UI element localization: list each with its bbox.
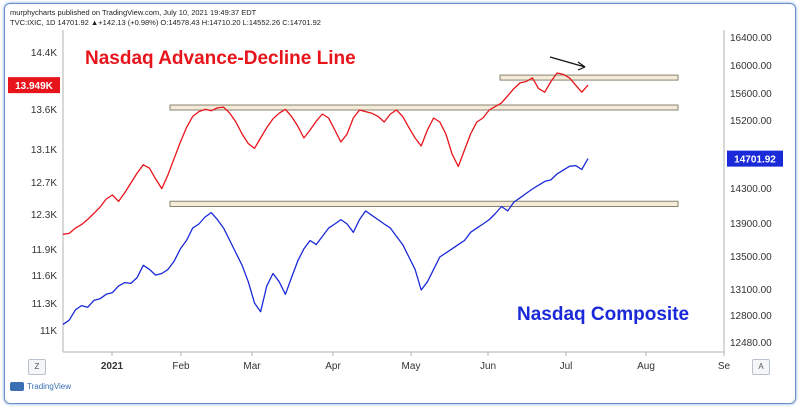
chart-axes xyxy=(62,30,725,356)
tradingview-logo-icon xyxy=(10,382,24,391)
right-tick-label: 16400.00 xyxy=(730,33,772,44)
composite-last-value-label: 14701.92 xyxy=(734,155,776,166)
left-tick-label: 13.6K xyxy=(31,105,57,116)
ad-line-series xyxy=(62,72,589,235)
reference-zone xyxy=(169,104,679,111)
x-tick-label: Jul xyxy=(560,361,573,372)
right-tick-label: 12800.00 xyxy=(730,311,772,322)
right-tick-label: 14300.00 xyxy=(730,184,772,195)
series-lines xyxy=(62,72,589,325)
x-tick-label: Mar xyxy=(243,361,261,372)
right-tick-label: 13900.00 xyxy=(730,219,772,230)
right-tick-label: 13100.00 xyxy=(730,285,772,296)
x-tick-label: 2021 xyxy=(101,361,124,372)
symbol-info: TVC:IXIC, 1D 14701.92 ▲+142.13 (+0.98%) … xyxy=(10,18,321,27)
publish-info: murphycharts published on TradingView.co… xyxy=(10,8,257,17)
right-tick-label: 16000.00 xyxy=(730,61,772,72)
x-tick-label: Jun xyxy=(480,361,496,372)
left-tick-label: 13.1K xyxy=(31,145,57,156)
left-tick-label: 14.4K xyxy=(31,48,57,59)
reference-zones xyxy=(169,56,679,207)
x-tick-label: Aug xyxy=(637,361,655,372)
right-tick-label: 12480.00 xyxy=(730,338,772,349)
ad-last-value-badge xyxy=(8,77,60,94)
left-tick-label: 11K xyxy=(40,326,57,337)
composite-last-value-badge xyxy=(727,150,783,167)
tradingview-footer: TradingView xyxy=(10,382,71,391)
trend-arrow-head xyxy=(577,61,586,71)
auto-scale-a-button[interactable]: A xyxy=(752,359,770,375)
ad-line-title: Nasdaq Advance-Decline Line xyxy=(85,48,356,69)
x-tick-label: Apr xyxy=(325,361,341,372)
left-tick-label: 11.3K xyxy=(32,299,58,310)
log-scale-z-button[interactable]: Z xyxy=(28,359,46,375)
x-tick-label: May xyxy=(402,361,421,372)
reference-zone xyxy=(499,74,679,81)
left-tick-label: 11.6K xyxy=(32,271,58,282)
composite-title: Nasdaq Composite xyxy=(517,304,689,325)
left-tick-label: 12.3K xyxy=(31,210,57,221)
left-tick-label: 12.7K xyxy=(31,178,57,189)
composite-series xyxy=(62,158,589,325)
ad-last-value-label: 13.949K xyxy=(15,81,54,92)
right-tick-label: 15600.00 xyxy=(730,89,772,100)
chart-labels: 14.4K 13.6K 13.1K 12.7K 12.3K 11.9K 11.6K 11.3K… xyxy=(8,33,783,372)
left-tick-label: 11.9K xyxy=(32,245,58,256)
x-tick-label: Se xyxy=(718,361,731,372)
trend-arrow-shaft xyxy=(549,56,586,68)
chart-header: murphycharts published on TradingView.co… xyxy=(10,8,321,28)
tradingview-brand: TradingView xyxy=(27,382,72,391)
reference-zone xyxy=(169,200,679,207)
x-tick-label: Feb xyxy=(172,361,190,372)
right-tick-label: 15200.00 xyxy=(730,116,772,127)
right-tick-label: 13500.00 xyxy=(730,252,772,263)
